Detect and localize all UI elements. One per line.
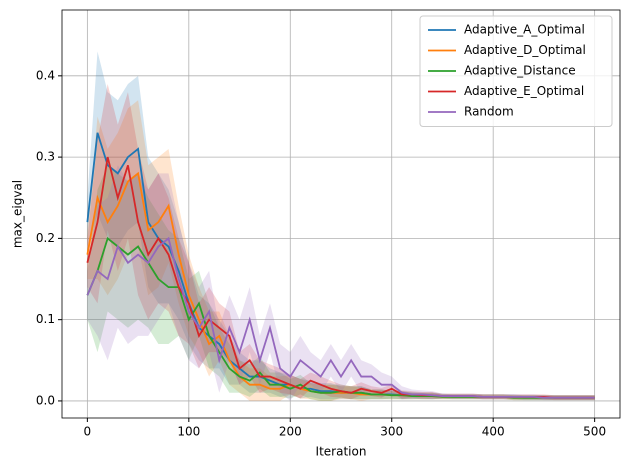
x-tick-label: 200 — [279, 425, 302, 439]
error-band — [87, 83, 595, 401]
y-tick-label: 0.3 — [36, 150, 55, 164]
legend-label: Adaptive_A_Optimal — [464, 23, 585, 37]
error-band — [87, 165, 595, 401]
line — [86, 236, 595, 399]
error-band — [87, 100, 595, 401]
x-tick-label: 0 — [84, 425, 92, 439]
error-band — [87, 165, 595, 401]
x-axis-label: Iteration — [316, 445, 367, 459]
x-tick-label: 100 — [177, 425, 200, 439]
error-band — [87, 51, 595, 401]
legend-label: Adaptive_D_Optimal — [464, 43, 586, 57]
y-tick-label: 0.4 — [36, 68, 55, 82]
y-tick-label: 0.1 — [36, 312, 55, 326]
legend-label: Adaptive_E_Optimal — [464, 84, 584, 98]
y-tick-label: 0.0 — [36, 393, 55, 407]
legend-box — [419, 15, 613, 127]
plot-frame — [61, 9, 621, 419]
y-axis-label: max_eigval — [11, 180, 25, 248]
x-tick-label: 500 — [583, 425, 606, 439]
legend-label: Adaptive_Distance — [464, 64, 576, 78]
x-tick-label: 300 — [380, 425, 403, 439]
x-tick-label: 400 — [482, 425, 505, 439]
y-tick-label: 0.2 — [36, 231, 55, 245]
legend-label: Random — [464, 105, 514, 119]
